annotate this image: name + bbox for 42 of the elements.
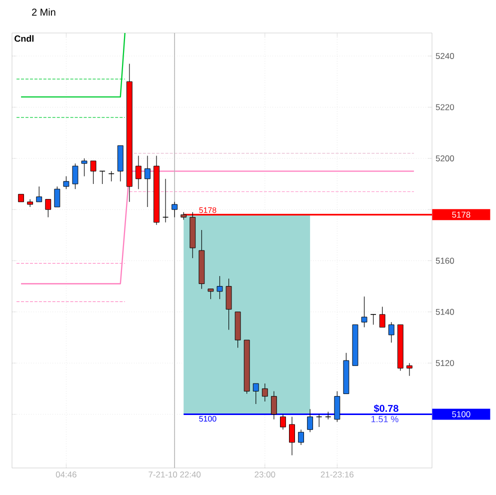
candlestick bbox=[298, 429, 304, 446]
candlestick bbox=[45, 199, 52, 218]
candlestick bbox=[90, 160, 96, 184]
candlestick bbox=[63, 176, 70, 190]
y-tick-label: 5160 bbox=[436, 258, 454, 264]
candlestick bbox=[226, 278, 232, 330]
candlestick bbox=[72, 163, 78, 190]
candlestick bbox=[334, 390, 340, 422]
x-tick-label: 23:00 bbox=[254, 472, 276, 478]
chart-title: 2 Min bbox=[32, 8, 56, 16]
candlestick bbox=[252, 383, 259, 404]
candlestick bbox=[289, 416, 295, 456]
text: 5100 bbox=[452, 411, 470, 418]
y-tick-label: 5240 bbox=[436, 53, 454, 60]
annotation: Cndl bbox=[14, 35, 34, 42]
annotation: $0.78 bbox=[374, 404, 398, 413]
annotation: 1.51 % bbox=[371, 416, 398, 422]
candlestick bbox=[379, 306, 386, 328]
candlestick bbox=[144, 156, 150, 208]
candlestick bbox=[307, 408, 314, 432]
candlestick bbox=[216, 276, 223, 300]
candlestick bbox=[406, 362, 412, 376]
y-tick-label: 5200 bbox=[436, 155, 454, 162]
x-tick-label: 04:46 bbox=[56, 472, 76, 478]
text: 5178 bbox=[452, 212, 470, 218]
candlestick bbox=[280, 414, 286, 430]
candlestick bbox=[388, 322, 394, 343]
candlestick bbox=[370, 314, 376, 325]
y-tick-label: 5220 bbox=[436, 104, 454, 110]
candlestick bbox=[135, 156, 142, 190]
candlestick bbox=[81, 158, 88, 177]
candlestick bbox=[270, 390, 277, 420]
candlestick bbox=[172, 202, 178, 218]
candlestick bbox=[262, 383, 268, 402]
y-tick-label: 5120 bbox=[436, 360, 454, 366]
y-tick-label: 5140 bbox=[436, 308, 454, 315]
x-tick-label: 21-23:16 bbox=[320, 472, 354, 478]
candlestick bbox=[36, 186, 42, 202]
x-tick-label: 7-21-10 22:40 bbox=[148, 472, 201, 478]
candlestick bbox=[54, 186, 60, 208]
candlestick bbox=[361, 296, 368, 328]
candlestick bbox=[208, 288, 214, 300]
